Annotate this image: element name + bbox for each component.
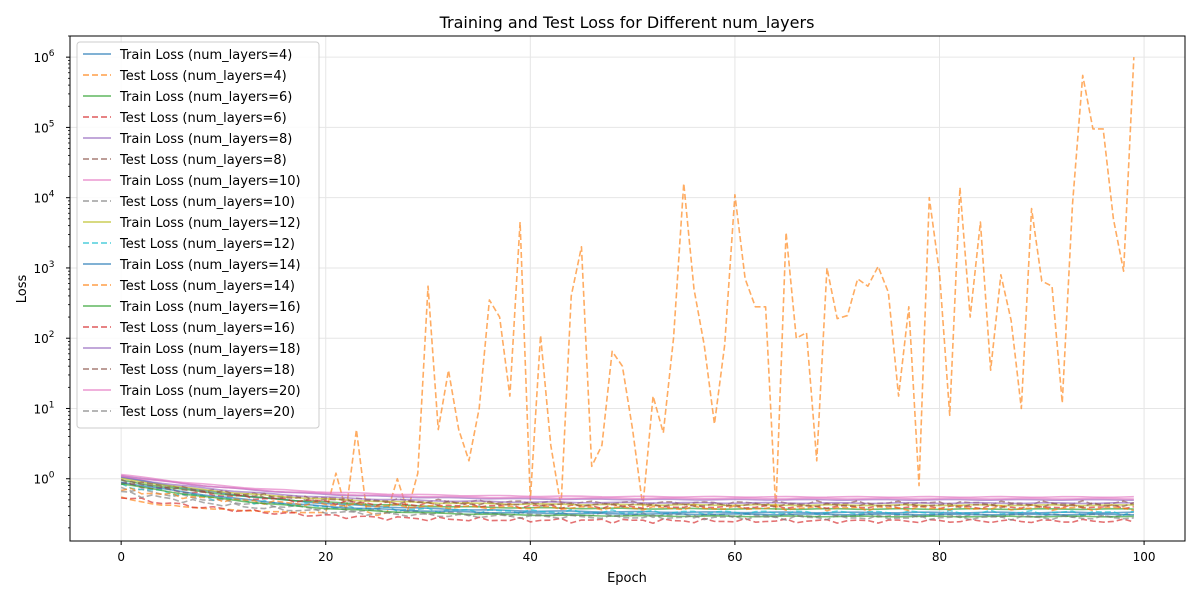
x-tick-label: 80 — [932, 550, 947, 564]
legend-label: Test Loss (num_layers=4) — [119, 69, 287, 84]
series-line-4 — [121, 481, 1134, 510]
legend-label: Train Loss (num_layers=4) — [119, 48, 292, 63]
legend-label: Test Loss (num_layers=18) — [119, 363, 295, 378]
legend: Train Loss (num_layers=4) Test Loss (num_… — [76, 41, 320, 429]
legend-label: Train Loss (num_layers=20) — [119, 384, 301, 399]
y-axis-label: Loss — [15, 275, 30, 304]
x-tick-label: 20 — [318, 550, 333, 564]
series-line-14 — [121, 497, 1135, 525]
x-tick-label: 0 — [117, 550, 125, 564]
series-line-12 — [120, 487, 1135, 512]
legend-label: Test Loss (num_layers=10) — [119, 195, 295, 210]
y-tick-label: 105 — [33, 119, 54, 135]
legend-box — [76, 41, 320, 429]
series-line-15 — [121, 476, 1134, 505]
y-tick-label: 101 — [33, 400, 54, 416]
x-tick-label: 40 — [523, 550, 538, 564]
legend-label: Train Loss (num_layers=10) — [119, 174, 301, 189]
legend-label: Test Loss (num_layers=14) — [119, 279, 295, 294]
legend-label: Train Loss (num_layers=8) — [119, 132, 292, 147]
legend-label: Train Loss (num_layers=14) — [119, 258, 301, 273]
legend-label: Test Loss (num_layers=12) — [119, 237, 295, 252]
legend-label: Test Loss (num_layers=8) — [119, 153, 287, 168]
x-axis-ticks: 0 20 40 60 80 100 — [117, 541, 1156, 564]
y-tick-label: 100 — [33, 471, 54, 487]
y-tick-label: 104 — [33, 190, 54, 206]
legend-label: Test Loss (num_layers=20) — [119, 405, 295, 420]
y-tick-label: 102 — [33, 330, 54, 346]
series-line-16 — [120, 478, 1135, 509]
series-line-13 — [121, 483, 1134, 518]
legend-label: Train Loss (num_layers=6) — [119, 90, 292, 105]
series-line-7 — [121, 473, 1134, 499]
series-line-11 — [121, 481, 1134, 516]
series-line-2 — [120, 57, 1135, 517]
series-line-18 — [121, 490, 1134, 521]
x-tick-label: 60 — [727, 550, 742, 564]
legend-label: Train Loss (num_layers=16) — [119, 300, 301, 315]
y-tick-label: 103 — [33, 260, 54, 276]
y-tick-label: 106 — [33, 49, 54, 65]
legend-label: Test Loss (num_layers=16) — [119, 321, 295, 336]
x-tick-label: 100 — [1133, 550, 1156, 564]
x-axis-label: Epoch — [607, 571, 647, 586]
legend-label: Train Loss (num_layers=18) — [119, 342, 301, 357]
y-axis-ticks: 100 101 102 103 104 105 106 — [33, 35, 70, 529]
plot-frame — [69, 35, 1186, 542]
legend-label: Train Loss (num_layers=12) — [119, 216, 301, 231]
chart-title: Training and Test Loss for Different num… — [439, 13, 815, 33]
series-line-17 — [121, 475, 1134, 500]
series-layer — [120, 57, 1135, 525]
legend-label: Test Loss (num_layers=6) — [119, 111, 287, 126]
